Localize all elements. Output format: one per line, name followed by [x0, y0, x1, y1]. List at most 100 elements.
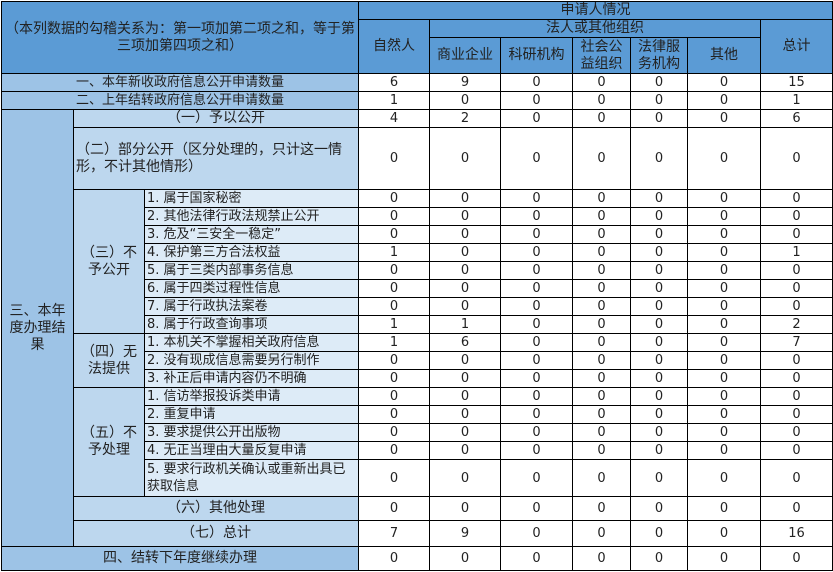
- table-row: （二）部分公开（区分处理的，只计这一情形，不计其他情形） 0 0 0 0 0 0 0: [2, 127, 833, 190]
- value-cell: 0: [630, 127, 689, 190]
- value-cell: 0: [358, 546, 431, 571]
- value-cell: 0: [500, 109, 574, 128]
- value-cell: 0: [429, 225, 502, 244]
- table-row: 4. 保护第三方合法权益 1 0 0 0 0 0 1: [2, 243, 833, 262]
- item-label: 6. 属于四类过程性信息: [143, 279, 360, 298]
- value-cell: 0: [760, 189, 833, 208]
- value-cell: 0: [760, 369, 833, 388]
- value-cell: 6: [429, 333, 502, 352]
- row-label: 二、上年结转政府信息公开申请数量: [0, 91, 360, 110]
- value-cell: 0: [687, 243, 762, 262]
- item-label: 8. 属于行政查询事项: [143, 315, 360, 334]
- value-cell: 0: [630, 109, 689, 128]
- value-cell: 0: [760, 297, 833, 316]
- value-cell: 0: [429, 351, 502, 370]
- value-cell: 0: [358, 225, 431, 244]
- value-cell: 0: [572, 109, 632, 128]
- value-cell: 0: [687, 520, 762, 547]
- value-cell: 0: [358, 189, 431, 208]
- item-label: 4. 无正当理由大量反复申请: [143, 441, 360, 460]
- group-label: （四）无法提供: [73, 333, 145, 388]
- value-cell: 0: [500, 207, 574, 226]
- value-cell: 1: [760, 243, 833, 262]
- table-row: （七）总计 7 9 0 0 0 0 16: [2, 520, 833, 547]
- value-cell: 0: [687, 73, 762, 92]
- value-cell: 9: [429, 73, 502, 92]
- value-cell: 0: [358, 127, 431, 190]
- value-cell: 0: [500, 546, 574, 571]
- item-label: 3. 危及“三安全一稳定”: [143, 225, 360, 244]
- value-cell: 2: [760, 315, 833, 334]
- value-cell: 0: [429, 405, 502, 424]
- value-cell: 0: [572, 279, 632, 298]
- natural-person-header: 自然人: [358, 19, 431, 74]
- item-label: 2. 其他法律行政法规禁止公开: [143, 207, 360, 226]
- value-cell: 0: [572, 333, 632, 352]
- value-cell: 7: [358, 520, 431, 547]
- value-cell: 0: [358, 441, 431, 460]
- value-cell: 0: [500, 496, 574, 521]
- value-cell: 1: [358, 91, 431, 110]
- item-label: 4. 保护第三方合法权益: [143, 243, 360, 262]
- value-cell: 0: [630, 225, 689, 244]
- value-cell: 0: [630, 189, 689, 208]
- value-cell: 4: [358, 109, 431, 128]
- value-cell: 2: [429, 109, 502, 128]
- value-cell: 0: [358, 207, 431, 226]
- value-cell: 0: [572, 297, 632, 316]
- item-label: 3. 补正后申请内容仍不明确: [143, 369, 360, 388]
- value-cell: 0: [429, 243, 502, 262]
- value-cell: 0: [687, 423, 762, 442]
- table-row: 6. 属于四类过程性信息 0 0 0 0 0 0 0: [2, 279, 833, 298]
- item-label: 5. 要求行政机关确认或重新出具已获取信息: [143, 459, 360, 497]
- group-label: （五）不予处理: [73, 387, 145, 497]
- value-cell: 6: [358, 73, 431, 92]
- value-cell: 0: [687, 496, 762, 521]
- value-cell: 0: [687, 261, 762, 280]
- value-cell: 0: [630, 546, 689, 571]
- value-cell: 0: [687, 127, 762, 190]
- col-header-public-welfare: 社会公益组织: [572, 37, 632, 74]
- value-cell: 1: [429, 315, 502, 334]
- value-cell: 0: [429, 279, 502, 298]
- value-cell: 0: [630, 315, 689, 334]
- value-cell: 0: [687, 91, 762, 110]
- value-cell: 0: [572, 441, 632, 460]
- item-label: 2. 重复申请: [143, 405, 360, 424]
- table-row: 3. 要求提供公开出版物 0 0 0 0 0 0 0: [2, 423, 833, 442]
- value-cell: 0: [429, 423, 502, 442]
- value-cell: 0: [687, 189, 762, 208]
- value-cell: 0: [572, 520, 632, 547]
- value-cell: 0: [572, 225, 632, 244]
- value-cell: 0: [500, 441, 574, 460]
- value-cell: 0: [572, 73, 632, 92]
- item-label: 7. 属于行政执法案卷: [143, 297, 360, 316]
- value-cell: 0: [572, 189, 632, 208]
- value-cell: 0: [760, 405, 833, 424]
- group-label: （三）不予公开: [73, 189, 145, 334]
- value-cell: 0: [687, 387, 762, 406]
- value-cell: 0: [630, 441, 689, 460]
- value-cell: 0: [429, 369, 502, 388]
- value-cell: 0: [630, 387, 689, 406]
- value-cell: 0: [358, 387, 431, 406]
- value-cell: 0: [630, 459, 689, 497]
- value-cell: 0: [429, 189, 502, 208]
- corner-note: （本列数据的勾稽关系为：第一项加第二项之和，等于第三项加第四项之和）: [0, 1, 360, 74]
- value-cell: 0: [358, 405, 431, 424]
- value-cell: 0: [630, 351, 689, 370]
- value-cell: 0: [760, 127, 833, 190]
- value-cell: 0: [687, 369, 762, 388]
- table-row: 5. 要求行政机关确认或重新出具已获取信息 0 0 0 0 0 0 0: [2, 459, 833, 497]
- value-cell: 0: [630, 91, 689, 110]
- table-row: （三）不予公开 1. 属于国家秘密 0 0 0 0 0 0 0: [2, 189, 833, 334]
- total-header: 总计: [760, 19, 833, 74]
- value-cell: 0: [572, 459, 632, 497]
- value-cell: 0: [572, 315, 632, 334]
- value-cell: 0: [630, 423, 689, 442]
- item-label: 1. 信访举报投诉类申请: [143, 387, 360, 406]
- value-cell: 0: [358, 496, 431, 521]
- table-row: 3. 补正后申请内容仍不明确 0 0 0 0 0 0 0: [2, 369, 833, 388]
- value-cell: 1: [358, 243, 431, 262]
